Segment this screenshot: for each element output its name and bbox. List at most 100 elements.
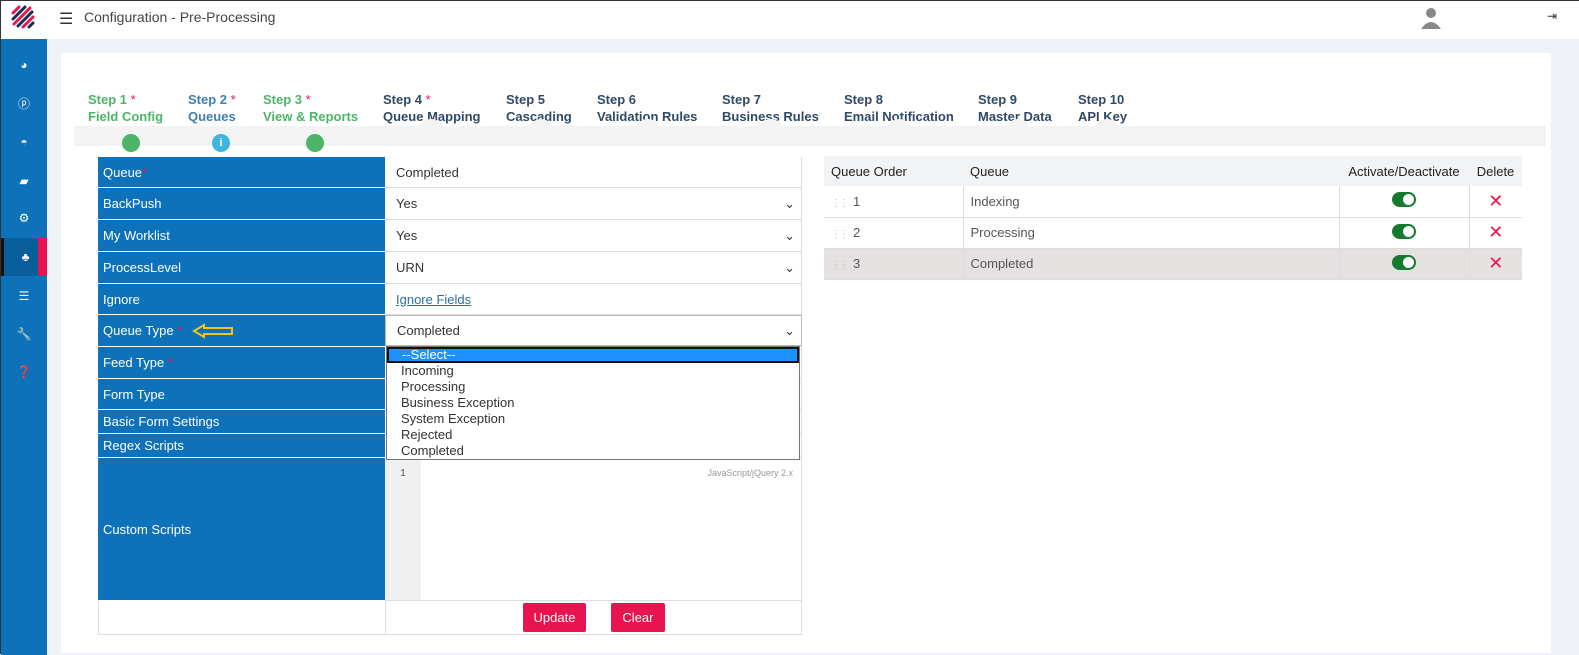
table-row[interactable]: ⋮⋮ 3 Completed ✕ [824, 248, 1522, 280]
queue-type-select[interactable]: Completed ⌄ [385, 315, 802, 346]
step-1[interactable]: Step 1 * Field Config [88, 92, 164, 124]
drag-handle-icon[interactable]: ⋮⋮ [831, 229, 849, 240]
queue-name: Processing [963, 217, 1340, 249]
dropdown-option[interactable]: System Exception [401, 411, 506, 426]
step-7[interactable]: Step 7 Business Rules [722, 92, 819, 124]
worklist-label: My Worklist [98, 220, 385, 252]
custom-scripts-label: Custom Scripts [98, 458, 385, 601]
step-10[interactable]: Step 10 API Key [1078, 92, 1128, 124]
delete-icon[interactable]: ✕ [1488, 222, 1504, 242]
step-6[interactable]: Step 6 Validation Rules [597, 92, 698, 124]
basic-form-settings-value[interactable] [385, 410, 802, 433]
sliders-icon[interactable]: ☰ [18, 289, 30, 303]
step-complete-dot [306, 134, 324, 152]
worklist-select[interactable]: Yes ⌄ [385, 220, 802, 251]
processlevel-select[interactable]: URN ⌄ [385, 252, 802, 283]
step-complete-dot [122, 134, 140, 152]
processlevel-label: ProcessLevel [98, 252, 385, 284]
step-pending-marker [1005, 119, 1031, 133]
queue-name: Indexing [963, 186, 1340, 218]
menu-icon[interactable]: ☰ [59, 11, 74, 28]
dashboard-icon[interactable]: ◓ [20, 135, 28, 149]
regex-scripts-label: Regex Scripts [98, 434, 385, 458]
info-icon: i [212, 134, 230, 152]
page-title: Configuration - Pre-Processing [84, 9, 276, 25]
sidebar: ◕ ⓟ ◓ ▰ ⚙ ♣ ☰ 🔧 ❓ [1, 39, 47, 655]
wrench-icon[interactable]: 🔧 [16, 327, 32, 341]
form-type-value[interactable] [385, 379, 802, 409]
step-pending-marker [758, 119, 784, 133]
step-9[interactable]: Step 9 Master Data [978, 92, 1052, 124]
col-queue: Queue [963, 156, 1339, 186]
form-type-label: Form Type [98, 379, 385, 410]
app-header: ☰ Configuration - Pre-Processing ⇥ [1, 1, 1579, 39]
queue-order: 2 [853, 225, 861, 240]
activate-toggle[interactable] [1392, 192, 1416, 208]
step-3[interactable]: Step 3 * View & Reports [263, 92, 359, 124]
queue-type-label: Queue Type * [98, 315, 385, 347]
table-row[interactable]: ⋮⋮ 1 Indexing ✕ [824, 186, 1522, 218]
col-activate: Activate/Deactivate [1339, 156, 1469, 186]
chevron-down-icon: ⌄ [784, 322, 795, 338]
step-pending-marker [886, 119, 912, 133]
update-button[interactable]: Update [522, 603, 587, 632]
app-logo[interactable] [11, 5, 37, 31]
activate-toggle[interactable] [1392, 254, 1416, 270]
step-2[interactable]: Step 2 * Queues [188, 92, 236, 124]
arrow-left-annotation-icon [192, 322, 234, 339]
dropdown-option[interactable]: Incoming [401, 363, 454, 378]
chevron-down-icon: ⌄ [784, 227, 795, 243]
editor-mode: JavaScript/jQuery 2.x [707, 468, 793, 478]
custom-scripts-editor[interactable]: 1 JavaScript/jQuery 2.x [385, 458, 802, 600]
dropdown-option[interactable]: Completed [401, 443, 464, 458]
user-avatar-icon[interactable] [1421, 7, 1441, 29]
logout-icon[interactable]: ⇥ [1547, 9, 1558, 23]
chevron-down-icon: ⌄ [784, 259, 795, 275]
drag-handle-icon[interactable]: ⋮⋮ [831, 260, 849, 271]
queue-value: Completed [385, 157, 802, 187]
queue-order: 3 [853, 256, 861, 271]
dropdown-option[interactable]: --Select-- [387, 347, 799, 363]
help-icon[interactable]: ❓ [16, 365, 32, 379]
cogs-icon[interactable]: ⚙ [18, 211, 30, 225]
feed-type-label: Feed Type * [98, 347, 385, 379]
dropdown-option[interactable]: Processing [401, 379, 466, 394]
pie-chart-icon[interactable]: ◕ [20, 58, 28, 72]
sitemap-icon[interactable]: ♣ [1, 238, 47, 276]
drag-handle-icon[interactable]: ⋮⋮ [831, 197, 849, 209]
queue-form: Queue * Completed BackPush Yes ⌄ My Worklist… [98, 157, 802, 635]
step-track [74, 126, 1546, 146]
backpush-label: BackPush [98, 188, 385, 220]
table-row[interactable]: ⋮⋮ 2 Processing ✕ [824, 217, 1522, 249]
queue-table: Queue Order Queue Activate/Deactivate De… [824, 156, 1522, 280]
col-queue-order: Queue Order [824, 156, 963, 186]
col-delete: Delete [1469, 156, 1522, 186]
step-pending-marker [635, 119, 661, 133]
delete-icon[interactable]: ✕ [1488, 253, 1504, 273]
feed-type-select[interactable] [385, 347, 802, 378]
queue-type-dropdown[interactable]: --Select-- Incoming Processing Business Exc… [386, 346, 800, 460]
regex-scripts-value[interactable] [385, 434, 802, 457]
chevron-down-icon: ⌄ [784, 195, 795, 211]
queue-order: 1 [853, 193, 861, 209]
queue-name: Completed [963, 248, 1340, 280]
p-circle-icon[interactable]: ⓟ [17, 96, 30, 111]
basic-form-settings-label: Basic Form Settings [98, 410, 385, 434]
step-pending-marker [418, 119, 444, 133]
ignore-label: Ignore [98, 284, 385, 315]
step-4[interactable]: Step 4 * Queue Mapping [383, 92, 481, 124]
step-pending-marker [528, 119, 554, 133]
clear-button[interactable]: Clear [611, 603, 665, 632]
ignore-fields-link[interactable]: Ignore Fields [396, 291, 472, 307]
backpush-select[interactable]: Yes ⌄ [385, 188, 802, 219]
queue-label: Queue * [98, 157, 385, 188]
delete-icon[interactable]: ✕ [1488, 190, 1504, 211]
step-8[interactable]: Step 8 Email Notification [844, 92, 954, 124]
activate-toggle[interactable] [1392, 223, 1416, 239]
step-5[interactable]: Step 5 Cascading [506, 92, 572, 124]
book-icon[interactable]: ▰ [19, 174, 29, 188]
main-area: Step 1 * Field Config Step 2 * Queues i Step … [47, 39, 1579, 655]
line-number: 1 [385, 458, 421, 600]
dropdown-option[interactable]: Rejected [401, 427, 453, 442]
dropdown-option[interactable]: Business Exception [401, 395, 515, 410]
